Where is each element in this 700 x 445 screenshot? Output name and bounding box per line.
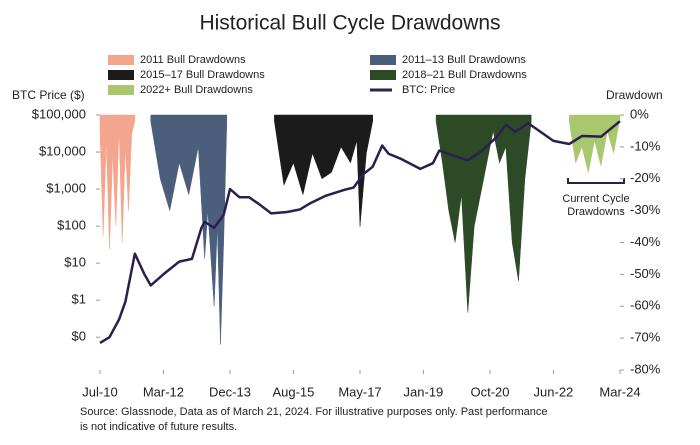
price-line (99, 120, 621, 344)
annotation: Drawdowns (567, 206, 625, 218)
x-tick-label: Jan-19 (404, 384, 444, 399)
y2-tick-label: -30% (630, 202, 661, 217)
y-tick-label: $100 (57, 218, 86, 233)
x-tick-label: Oct-20 (470, 384, 509, 399)
source: Source: Glassnode, Data as of March 21, … (80, 406, 548, 418)
x-tick-label: Mar-24 (599, 384, 640, 399)
legend-swatch (370, 70, 396, 80)
x-tick-label: Aug-15 (272, 384, 314, 399)
annotation-bracket (567, 178, 625, 184)
legend-label: 2015–17 Bull Drawdowns (140, 69, 265, 81)
legend-swatch (108, 85, 134, 95)
legend-swatch (108, 70, 134, 80)
x-tick-label: Jun-22 (534, 384, 574, 399)
chart-title: Historical Bull Cycle Drawdowns (199, 12, 500, 35)
y-tick-label: $100,000 (32, 106, 86, 121)
legend-label: 2011–13 Bull Drawdowns (402, 54, 526, 66)
y-tick-label: $1,000 (46, 181, 86, 196)
legend-swatch (108, 55, 134, 65)
source: is not indicative of future results. (80, 421, 237, 433)
y2-tick-label: -50% (630, 266, 661, 281)
annotation: Current Cycle (562, 193, 629, 205)
y2-tick-label: -20% (630, 170, 661, 185)
x-tick-label: Dec-13 (209, 384, 251, 399)
x-tick-label: Jul-10 (82, 384, 117, 399)
y-tick-label: $0 (72, 329, 86, 344)
y2-tick-label: -60% (630, 298, 661, 313)
x-tick-label: May-17 (338, 384, 381, 399)
y2-axis-title: Drawdown (606, 88, 663, 102)
y-axis-title: BTC Price ($) (12, 88, 85, 102)
legend-label: 2022+ Bull Drawdowns (140, 84, 253, 96)
y-tick-label: $10,000 (39, 143, 86, 158)
y-tick-label: $1 (72, 292, 86, 307)
y2-tick-label: -80% (630, 361, 661, 376)
drawdown-area (274, 114, 373, 227)
legend-swatch (370, 55, 396, 65)
y2-tick-label: 0% (630, 106, 649, 121)
drawdown-area (569, 114, 621, 173)
legend-label: 2018–21 Bull Drawdowns (402, 69, 527, 81)
y2-tick-label: -70% (630, 330, 661, 345)
y2-tick-label: -10% (630, 138, 661, 153)
legend-label: 2011 Bull Drawdowns (140, 54, 246, 66)
y-tick-label: $10 (64, 255, 86, 270)
y2-tick-label: -40% (630, 234, 661, 249)
drawdown-area (150, 114, 228, 345)
legend-label: BTC: Price (402, 84, 455, 96)
drawdown-area (99, 114, 136, 249)
x-tick-label: Mar-12 (143, 384, 184, 399)
drawdown-area (435, 114, 532, 313)
